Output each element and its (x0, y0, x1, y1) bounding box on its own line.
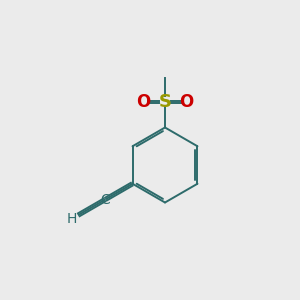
Text: S: S (158, 93, 172, 111)
Text: H: H (67, 212, 77, 226)
Text: O: O (136, 93, 151, 111)
Text: O: O (179, 93, 194, 111)
Text: C: C (100, 193, 110, 206)
